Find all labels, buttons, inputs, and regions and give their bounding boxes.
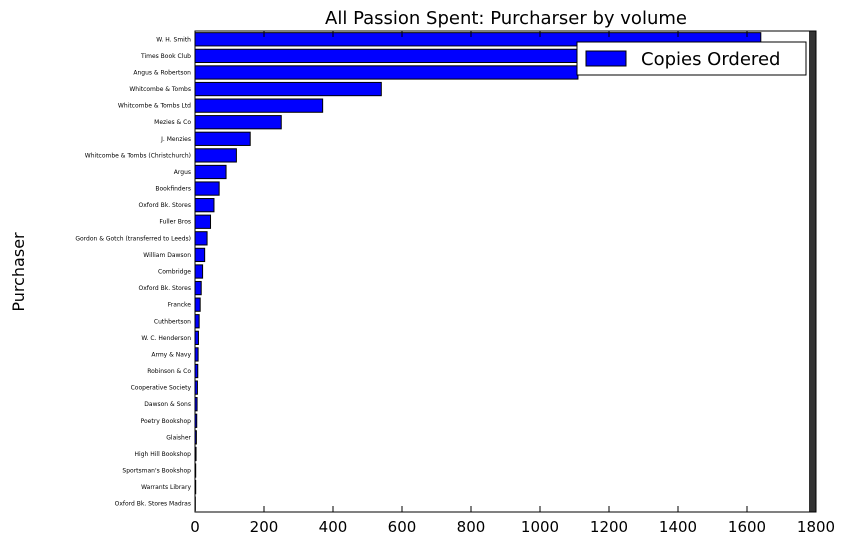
category-label: Robinson & Co: [147, 368, 191, 375]
bar: [194, 264, 204, 279]
category-label: Warrants Library: [141, 484, 191, 491]
category-label: Oxford Bk. Stores: [138, 285, 191, 292]
legend-swatch: [585, 50, 627, 67]
category-label: Whitcombe & Tombs (Christchurch): [85, 152, 191, 159]
category-label: Bookfinders: [155, 186, 191, 193]
bar: [194, 214, 212, 229]
bar: [194, 247, 206, 263]
bar: [194, 330, 199, 345]
bar: [194, 297, 201, 312]
category-label: Angus & Robertson: [133, 69, 191, 76]
y-tick-strip: [809, 31, 816, 512]
y-axis-label: Purchaser: [9, 232, 28, 312]
category-label: Dawson & Sons: [144, 401, 191, 408]
category-label: Cooperative Society: [131, 385, 192, 392]
x-tick-label: 1000: [521, 518, 559, 536]
bar: [194, 198, 215, 213]
legend-label: Copies Ordered: [641, 49, 780, 70]
category-label: Argus: [174, 169, 191, 176]
category-labels-group: W. H. Smith Times Book Club Angus & Robert…: [75, 36, 191, 507]
category-label: Combridge: [158, 269, 191, 276]
bar: [194, 181, 220, 196]
bar: [194, 314, 200, 329]
chart-title: All Passion Spent: Purcharser by volume: [325, 8, 687, 29]
category-label: Whitcombe & Tombs Ltd: [118, 103, 191, 110]
x-tick-label: 1600: [728, 518, 766, 536]
category-label: Glaisher: [166, 434, 191, 441]
x-tick-label: 0: [190, 518, 200, 536]
x-tick-label: 800: [457, 518, 486, 536]
x-ticks-group: 0 200 400 600 800 1000 1200 1400 1600 1800: [190, 31, 835, 536]
x-tick-label: 1200: [590, 518, 628, 536]
bar: [194, 131, 251, 146]
x-tick-label: 600: [388, 518, 417, 536]
category-label: Cuthbertson: [154, 318, 191, 325]
category-label: Sportsman's Bookshop: [122, 468, 191, 475]
x-tick-label: 1800: [797, 518, 835, 536]
bar: [194, 65, 579, 80]
bar: [194, 231, 208, 246]
category-label: J. Menzies: [160, 136, 191, 143]
category-label: Fuller Bros: [159, 219, 191, 226]
category-label: Whitcombe & Tombs: [129, 86, 191, 93]
x-tick-label: 200: [250, 518, 279, 536]
plot-frame: [194, 30, 817, 513]
category-label: Times Book Club: [140, 53, 191, 60]
bar: [194, 98, 324, 113]
category-label: Poetry Bookshop: [141, 418, 192, 425]
bar: [194, 81, 382, 97]
category-label: W. H. Smith: [156, 36, 191, 43]
bar: [194, 115, 282, 130]
category-label: William Dawson: [143, 252, 191, 259]
category-label: Francke: [168, 302, 192, 309]
category-label: High Hill Bookshop: [135, 451, 192, 458]
bar: [194, 164, 227, 180]
bars-group: [194, 32, 762, 511]
x-tick-label: 400: [319, 518, 348, 536]
x-tick-label: 1400: [659, 518, 697, 536]
category-label: Oxford Bk. Stores: [138, 202, 191, 209]
bar: [194, 148, 237, 163]
bar: [194, 280, 202, 296]
category-label: Gordon & Gotch (transferred to Leeds): [75, 235, 191, 242]
category-label: Oxford Bk. Stores Madras: [115, 501, 191, 508]
category-label: Army & Navy: [151, 351, 191, 358]
legend: Copies Ordered: [576, 41, 807, 76]
category-label: W. C. Henderson: [141, 335, 191, 342]
category-label: Mezies & Co: [154, 119, 191, 126]
